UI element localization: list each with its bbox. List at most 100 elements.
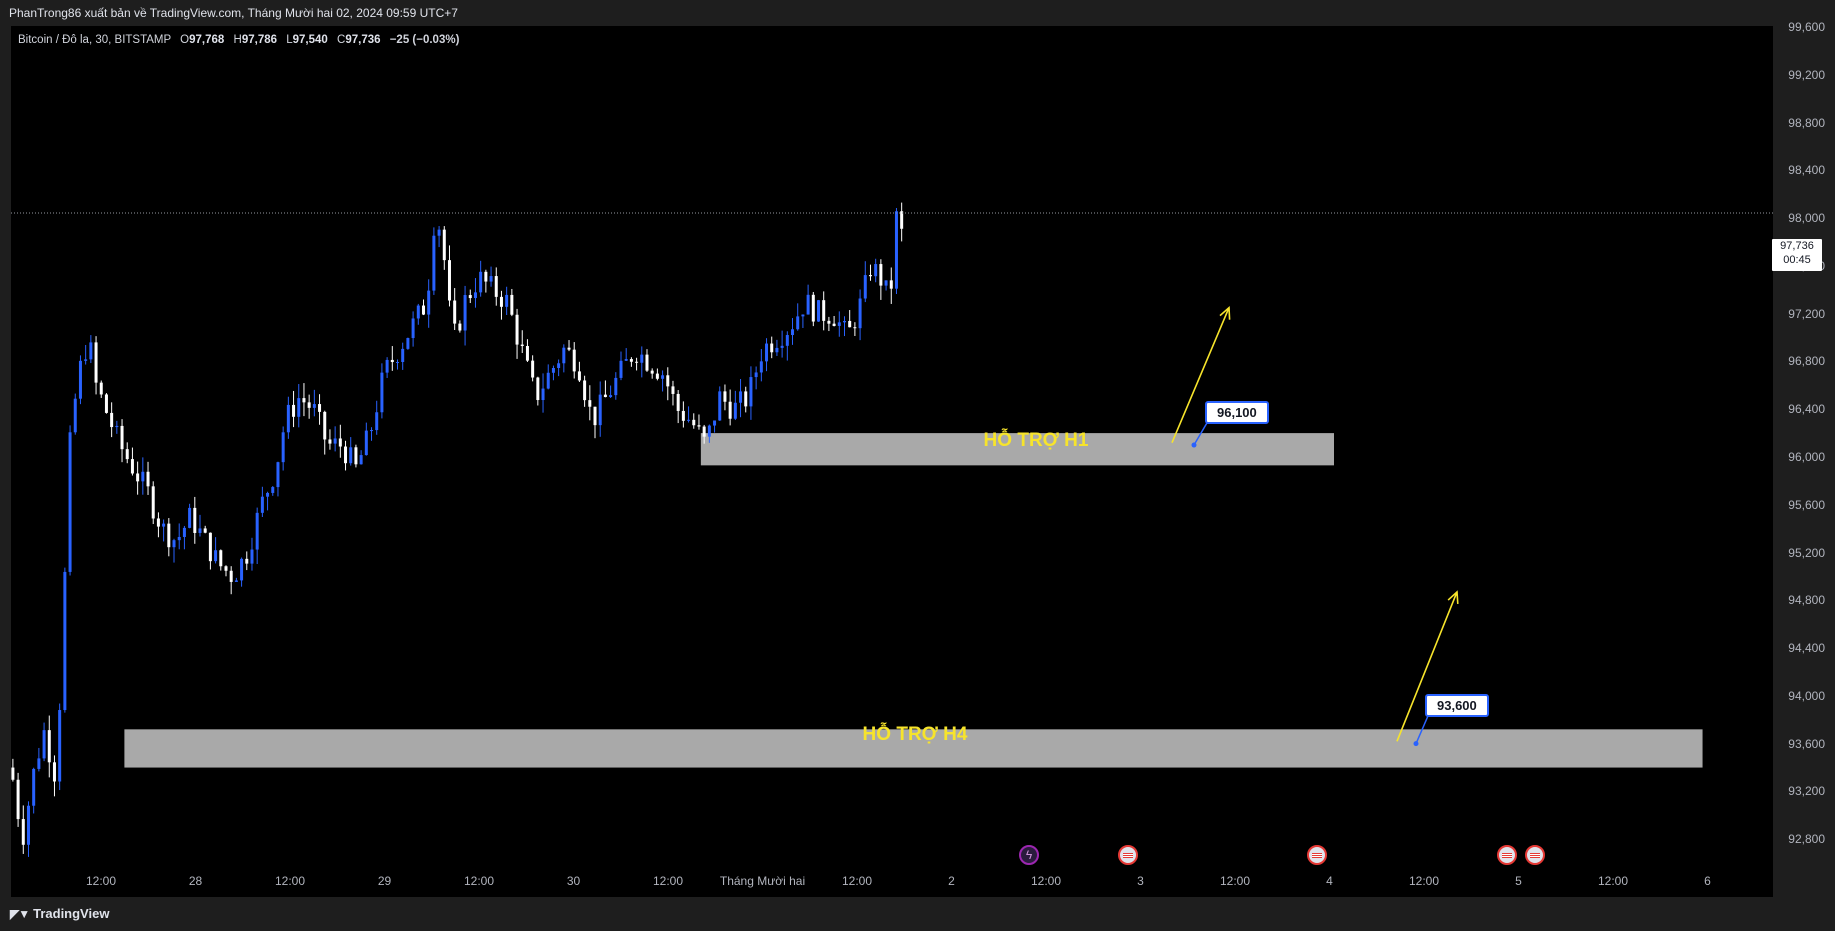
candle-body xyxy=(245,558,249,564)
candle-body xyxy=(874,264,878,277)
candle-body xyxy=(78,360,82,399)
candle-body xyxy=(557,363,561,368)
candle-body xyxy=(349,447,353,464)
high-label: H xyxy=(233,34,242,46)
publish-header: PhanTrong86 xuất bản về TradingView.com,… xyxy=(0,0,1835,26)
candle-body xyxy=(525,346,529,361)
candle-body xyxy=(702,426,706,437)
candle-body xyxy=(562,347,566,364)
candle-body xyxy=(884,280,888,286)
candle-body xyxy=(198,528,202,533)
candle-body xyxy=(177,536,181,541)
chart-canvas[interactable] xyxy=(11,26,1773,897)
candle-body xyxy=(208,532,212,562)
candle-body xyxy=(707,425,711,437)
tradingview-logo[interactable]: ◤▼ TradingView xyxy=(10,906,109,921)
candle-body xyxy=(240,558,244,581)
projection-arrow-h1-head xyxy=(1219,306,1231,320)
candle-body xyxy=(551,367,555,373)
candle-body xyxy=(354,447,358,465)
candle-body xyxy=(780,345,784,348)
time-tick-label: Tháng Mười hai xyxy=(719,874,806,888)
close-label: C xyxy=(337,34,346,46)
candle-body xyxy=(744,391,748,407)
candle-body xyxy=(510,294,514,315)
symbol-legend: Bitcoin / Đô la, 30, BITSTAMP O97,768 H9… xyxy=(18,34,459,46)
candle-body xyxy=(406,338,410,349)
close-value: 97,736 xyxy=(345,34,381,46)
candle-body xyxy=(681,410,685,421)
candle-body xyxy=(338,438,342,447)
countdown-value: 00:45 xyxy=(1783,254,1811,266)
candle-body xyxy=(593,406,597,426)
candle-body xyxy=(588,400,592,407)
projection-arrow-h1 xyxy=(1171,307,1230,443)
candle-body xyxy=(505,294,509,307)
support-zone xyxy=(124,729,1703,768)
event-bolt-icon[interactable]: ϟ xyxy=(1019,845,1039,865)
candle-body xyxy=(499,296,503,307)
candle-body xyxy=(307,402,311,408)
price-tick-label: 93,200 xyxy=(1788,784,1825,799)
candle-body xyxy=(229,570,233,582)
candle-body xyxy=(723,391,727,402)
candle-body xyxy=(676,393,680,411)
time-tick-label: 2 xyxy=(948,874,955,888)
candle-body xyxy=(437,229,441,236)
candle-body xyxy=(411,318,415,339)
candle-body xyxy=(671,386,675,394)
candle-body xyxy=(635,361,639,363)
price-tick-label: 95,200 xyxy=(1788,545,1825,560)
event-us-flag-icon[interactable] xyxy=(1497,845,1517,865)
price-tick-label: 99,600 xyxy=(1788,20,1825,34)
candle-body xyxy=(110,412,114,428)
candle-body xyxy=(151,486,155,519)
callout-93600[interactable]: 93,600 xyxy=(1425,694,1489,717)
candle-body xyxy=(842,320,846,323)
callout-96100-anchor xyxy=(1191,442,1197,448)
event-us-flag-icon[interactable] xyxy=(1307,845,1327,865)
open-label: O xyxy=(180,34,190,46)
chart-area[interactable] xyxy=(11,26,1773,897)
candle-body xyxy=(754,372,758,378)
candle-body xyxy=(447,260,451,301)
candle-body xyxy=(458,323,462,331)
candle-body xyxy=(879,264,883,286)
candle-body xyxy=(801,314,805,317)
candle-body xyxy=(806,294,810,315)
price-tick-label: 92,800 xyxy=(1788,832,1825,847)
candle-body xyxy=(863,275,867,299)
brand-name: TradingView xyxy=(33,906,110,921)
candle-body xyxy=(172,540,176,548)
price-tick-label: 96,000 xyxy=(1788,450,1825,464)
price-tick-label: 98,800 xyxy=(1788,115,1825,130)
candle-body xyxy=(193,507,197,533)
candle-body xyxy=(614,377,618,396)
candle-body xyxy=(89,342,93,360)
time-tick-label: 29 xyxy=(377,874,392,888)
price-tick-label: 99,200 xyxy=(1788,67,1825,82)
projection-arrow-h4-head xyxy=(1447,590,1459,604)
candle-body xyxy=(203,528,207,533)
candle-body xyxy=(58,710,62,782)
time-tick-label: 12:00 xyxy=(1219,874,1251,888)
publish-text: PhanTrong86 xuất bản về TradingView.com,… xyxy=(9,6,458,20)
candle-body xyxy=(889,280,893,289)
candle-body xyxy=(32,768,36,806)
candle-body xyxy=(713,420,717,426)
candle-body xyxy=(224,566,228,571)
event-us-flag-icon[interactable] xyxy=(1525,845,1545,865)
candle-body xyxy=(629,359,633,362)
candle-body xyxy=(188,507,192,528)
candle-body xyxy=(380,372,384,413)
candle-body xyxy=(749,377,753,407)
tradingview-logo-icon: ◤▼ xyxy=(10,907,30,921)
candle-body xyxy=(42,730,46,759)
candle-body xyxy=(214,550,218,562)
callout-96100[interactable]: 96,100 xyxy=(1205,401,1269,424)
symbol-name[interactable]: Bitcoin / Đô la, 30, BITSTAMP xyxy=(18,34,171,46)
event-us-flag-icon[interactable] xyxy=(1118,845,1138,865)
candle-body xyxy=(536,377,540,401)
candle-body xyxy=(733,402,737,419)
zone-label-h4: HỖ TRỢ H4 xyxy=(862,724,968,745)
